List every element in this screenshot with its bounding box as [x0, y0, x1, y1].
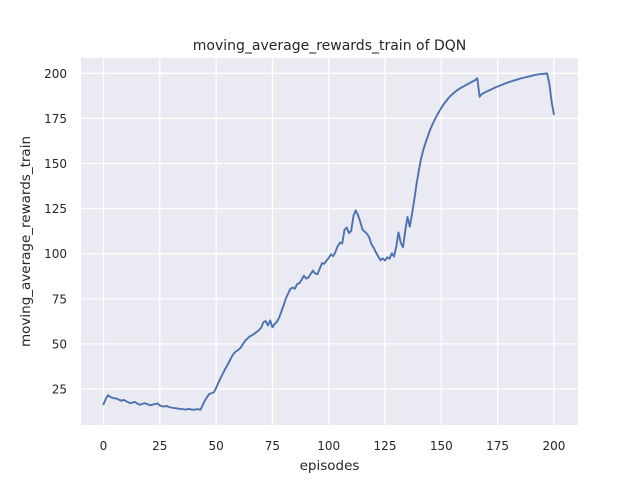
y-tick-label: 200: [44, 67, 67, 81]
grid-lines: [81, 58, 578, 425]
y-tick-label: 125: [44, 202, 67, 216]
y-axis-label: moving_average_rewards_train: [18, 136, 34, 347]
y-tick-label: 75: [52, 292, 67, 306]
x-tick-label: 25: [152, 439, 167, 453]
x-axis-label: episodes: [300, 458, 360, 474]
chart-title: moving_average_rewards_train of DQN: [193, 38, 467, 54]
x-tick-label: 200: [542, 439, 565, 453]
x-tick-label: 175: [486, 439, 509, 453]
x-tick-label: 150: [430, 439, 453, 453]
y-tick-label: 100: [44, 247, 67, 261]
y-tick-label: 50: [52, 337, 67, 351]
x-tick-label: 100: [317, 439, 340, 453]
x-tick-label: 125: [374, 439, 397, 453]
x-tick-label: 75: [265, 439, 280, 453]
plot-area: [81, 58, 578, 425]
y-tick-label: 150: [44, 157, 67, 171]
data-line-dqn: [102, 72, 555, 411]
y-tick-label: 175: [44, 112, 67, 126]
x-tick-label: 50: [208, 439, 223, 453]
y-tick-label: 25: [52, 382, 67, 396]
x-tick-label: 0: [100, 439, 108, 453]
